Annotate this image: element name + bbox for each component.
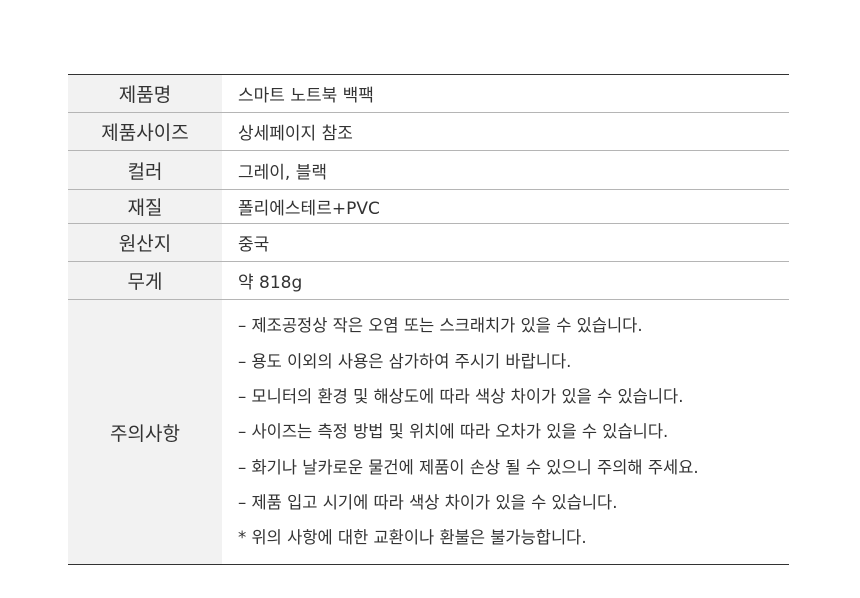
row-caution: 주의사항 – 제조공정상 작은 오염 또는 스크래치가 있을 수 있습니다. –… xyxy=(68,299,789,564)
value-product-size: 상세페이지 참조 xyxy=(238,124,353,144)
value-weight: 약 818g xyxy=(238,273,303,293)
caution-note: * 위의 사항에 대한 교환이나 환불은 불가능합니다. xyxy=(238,528,587,548)
label-material: 재질 xyxy=(68,190,222,223)
row-product-size: 제품사이즈 상세페이지 참조 xyxy=(68,112,789,150)
product-info-table: 제품명 스마트 노트북 백팩 제품사이즈 상세페이지 참조 컬러 그레이, 블랙… xyxy=(68,74,789,565)
row-weight: 무게 약 818g xyxy=(68,261,789,299)
value-origin: 중국 xyxy=(238,235,270,255)
label-product-name: 제품명 xyxy=(68,75,222,112)
caution-notes: – 제조공정상 작은 오염 또는 스크래치가 있을 수 있습니다. – 용도 이… xyxy=(222,300,789,564)
value-product-name: 스마트 노트북 백팩 xyxy=(238,86,374,106)
caution-note: – 화기나 날카로운 물건에 제품이 손상 될 수 있으니 주의해 주세요. xyxy=(238,457,699,477)
label-weight: 무게 xyxy=(68,262,222,299)
row-material: 재질 폴리에스테르+PVC xyxy=(68,189,789,223)
value-material: 폴리에스테르+PVC xyxy=(238,199,380,219)
label-product-size: 제품사이즈 xyxy=(68,113,222,150)
caution-note: – 용도 이외의 사용은 삼가하여 주시기 바랍니다. xyxy=(238,351,572,371)
label-caution: 주의사항 xyxy=(68,300,222,564)
value-color: 그레이, 블랙 xyxy=(238,162,328,183)
caution-note: – 제조공정상 작은 오염 또는 스크래치가 있을 수 있습니다. xyxy=(238,316,643,336)
label-color: 컬러 xyxy=(68,151,222,189)
row-color: 컬러 그레이, 블랙 xyxy=(68,150,789,189)
caution-note: – 제품 입고 시기에 따라 색상 차이가 있을 수 있습니다. xyxy=(238,492,618,512)
row-product-name: 제품명 스마트 노트북 백팩 xyxy=(68,75,789,112)
label-origin: 원산지 xyxy=(68,224,222,261)
caution-note: – 사이즈는 측정 방법 및 위치에 따라 오차가 있을 수 있습니다. xyxy=(238,422,669,442)
row-origin: 원산지 중국 xyxy=(68,223,789,261)
caution-note: – 모니터의 환경 및 해상도에 따라 색상 차이가 있을 수 있습니다. xyxy=(238,387,684,407)
